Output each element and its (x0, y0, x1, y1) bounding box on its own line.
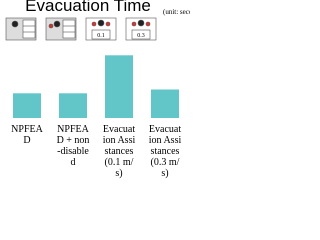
bar (105, 55, 133, 118)
bar (151, 89, 179, 118)
x-tick-label: NPFEAD (11, 124, 43, 146)
chart-title: Evacuation Time (25, 0, 151, 15)
icon-label: 0.3 (137, 33, 145, 39)
bar (13, 93, 41, 118)
chart-subtitle: (unit: seconds) (163, 8, 190, 16)
x-tick-label: Evacuation Assistances (0.1 m/s) (102, 124, 136, 179)
x-tick-label: NPFEAD + non-disabled (56, 124, 90, 168)
page: Evacuation Time (unit: seconds) 0.1 0.3 … (5, 0, 190, 179)
icons (5, 17, 157, 41)
bar (59, 93, 87, 118)
x-tick-label: Evacuation Assistances (0.3 m/s) (148, 124, 182, 179)
chart: Evacuation Time (unit: seconds) 0.1 0.3 (5, 0, 190, 118)
icon-label: 0.1 (97, 33, 105, 39)
